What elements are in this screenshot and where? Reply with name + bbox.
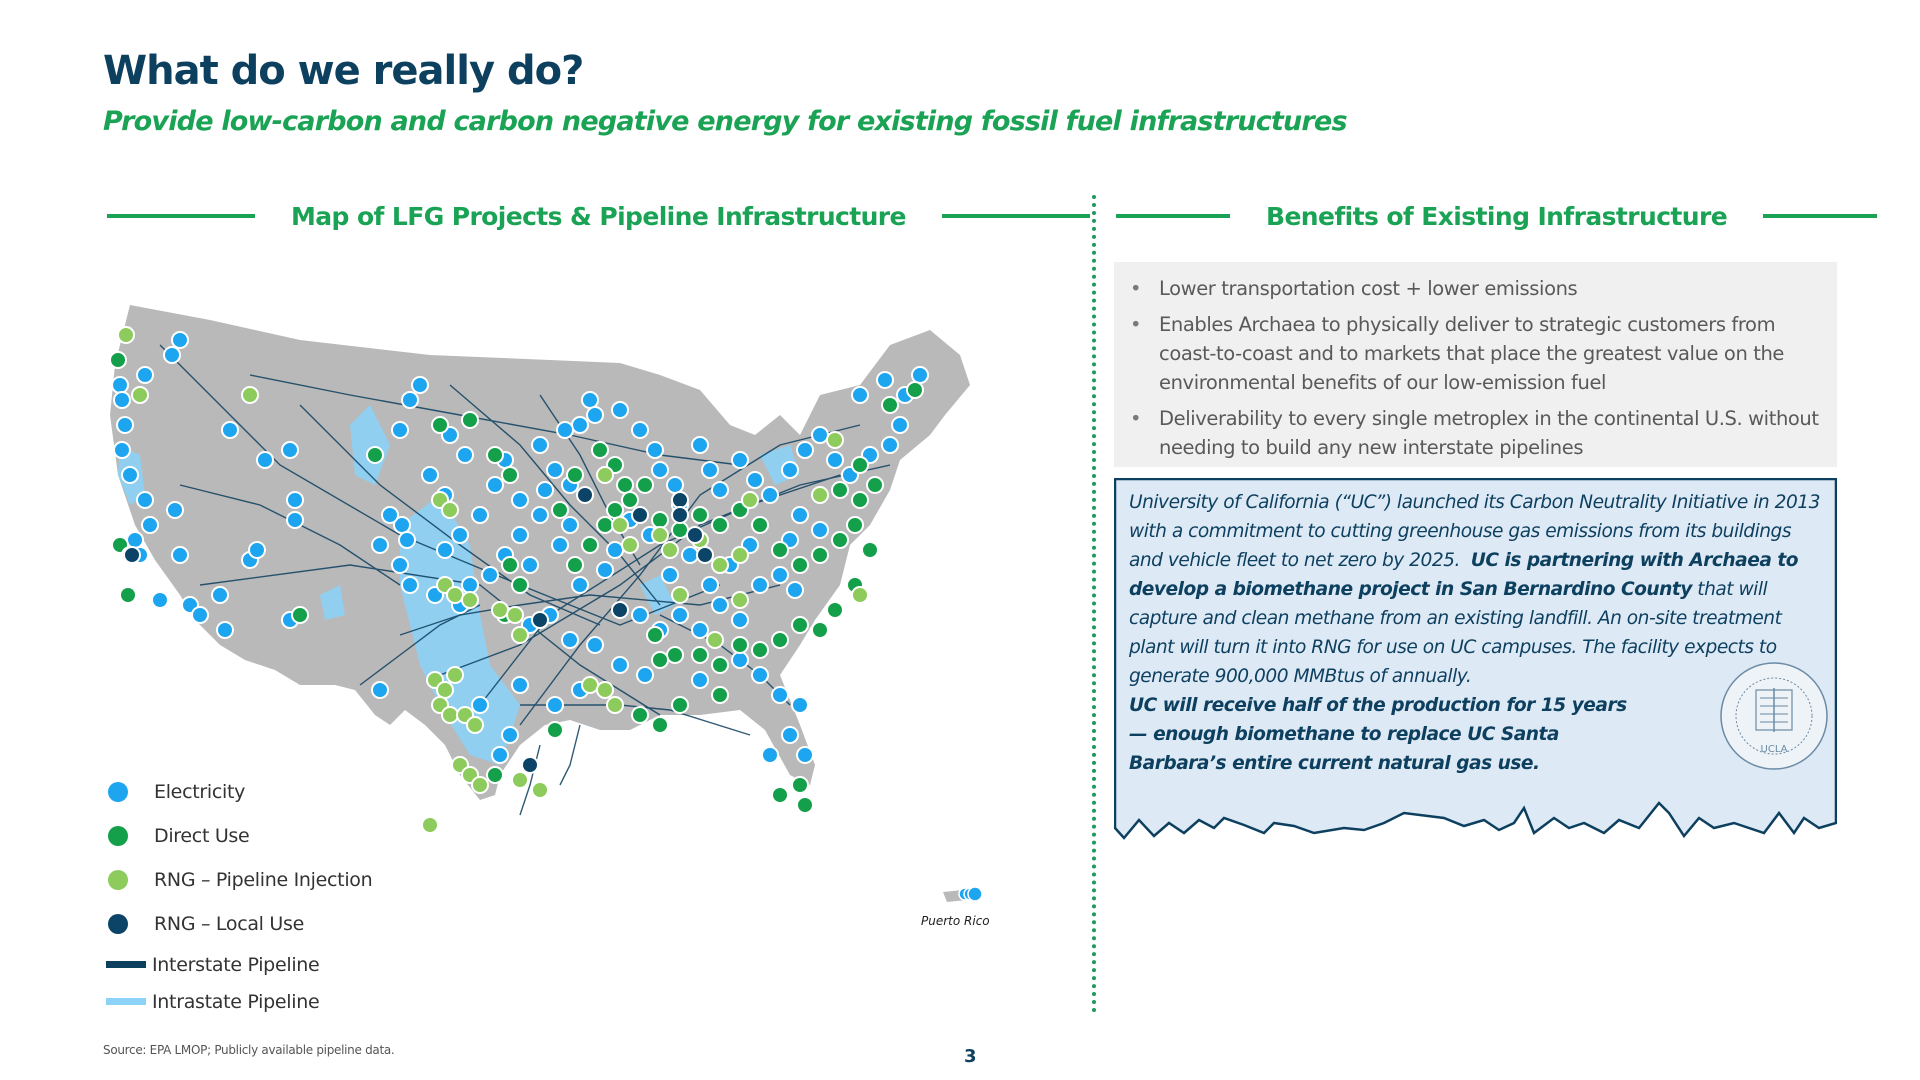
direct-use-dots (109, 351, 924, 814)
benefits-list: • Lower transportation cost + lower emiss… (1114, 262, 1837, 462)
uc-callout-box: University of California (“UC”) launched… (1114, 478, 1837, 858)
benefits-section-heading: Benefits of Existing Infrastructure (1116, 198, 1878, 234)
intrastate-line-icon (106, 998, 146, 1005)
map-legend: Electricity Direct Use RNG – Pipeline In… (106, 770, 373, 1020)
legend-item-direct-use: Direct Use (106, 814, 372, 858)
interstate-pipelines (159, 344, 891, 816)
legend-item-electricity: Electricity (106, 770, 372, 814)
legend-label: RNG – Local Use (154, 913, 304, 935)
legend-label: Electricity (154, 781, 246, 803)
bullet-icon: • (1130, 277, 1142, 300)
benefit-item: • Deliverability to every single metrople… (1114, 404, 1837, 462)
us-land-shape (110, 305, 970, 800)
rng-local-use-dots (123, 486, 714, 774)
us-map-graphic (109, 305, 970, 834)
benefit-text: Deliverability to every single metroplex… (1159, 407, 1819, 459)
uc-project-detail: that will capture and clean methane from… (1129, 579, 1782, 687)
benefit-text: Enables Archaea to physically deliver to… (1159, 313, 1785, 394)
rng-local-use-dot-icon (108, 914, 128, 934)
project-dots (109, 326, 929, 834)
seal-ucla-text: UCLA (1761, 744, 1788, 755)
uc-intro: University of California (“UC”) launched… (1129, 492, 1820, 571)
electricity-dots (111, 331, 929, 764)
bullet-icon: • (1130, 407, 1142, 430)
benefit-item: • Lower transportation cost + lower emiss… (1114, 274, 1837, 303)
direct-use-dot-icon (108, 826, 128, 846)
uc-partnership: UC is partnering with Archaea to develop… (1129, 550, 1799, 600)
heading-rule-right (941, 214, 1090, 218)
puerto-rico-label: Puerto Rico (921, 914, 990, 928)
benefits-box: • Lower transportation cost + lower emiss… (1114, 262, 1837, 467)
legend-label: Interstate Pipeline (152, 953, 320, 976)
legend-label: RNG – Pipeline Injection (154, 869, 373, 891)
us-lfg-map (100, 285, 1010, 905)
interstate-line-icon (106, 961, 146, 968)
uc-seal-icon: UCLA (1720, 662, 1828, 770)
map-section-heading: Map of LFG Projects & Pipeline Infrastru… (107, 198, 1090, 234)
map-heading-label: Map of LFG Projects & Pipeline Infrastru… (291, 201, 906, 231)
legend-label: Intrastate Pipeline (152, 990, 320, 1013)
puerto-rico-inset (943, 886, 983, 902)
rng-pipeline-injection-dots (117, 326, 869, 834)
rng-pipeline-injection-dot-icon (108, 870, 128, 890)
heading-rule-right (1763, 214, 1878, 218)
slide-title: What do we really do? (103, 48, 584, 94)
heading-rule-left (107, 214, 255, 218)
benefits-heading-label: Benefits of Existing Infrastructure (1266, 201, 1728, 231)
uc-callout-text: University of California (“UC”) launched… (1129, 488, 1829, 778)
legend-item-rng-local-use: RNG – Local Use (106, 902, 372, 946)
electricity-dot-icon (108, 782, 128, 802)
slide-subtitle: Provide low-carbon and carbon negative e… (103, 106, 1348, 137)
source-note: Source: EPA LMOP; Publicly available pip… (103, 1043, 395, 1057)
legend-item-interstate-pipeline: Interstate Pipeline (106, 946, 372, 983)
legend-label: Direct Use (154, 825, 250, 847)
uc-outcome: UC will receive half of the production f… (1129, 695, 1627, 774)
page-number: 3 (964, 1046, 977, 1067)
legend-item-rng-pipeline-injection: RNG – Pipeline Injection (106, 858, 373, 902)
benefit-item: • Enables Archaea to physically deliver t… (1114, 310, 1837, 397)
heading-rule-left (1116, 214, 1230, 218)
section-divider (1092, 195, 1096, 1013)
benefit-text: Lower transportation cost + lower emissi… (1159, 277, 1578, 300)
bullet-icon: • (1130, 313, 1142, 336)
torn-paper-background (1114, 478, 1837, 840)
legend-item-intrastate-pipeline: Intrastate Pipeline (106, 983, 372, 1020)
